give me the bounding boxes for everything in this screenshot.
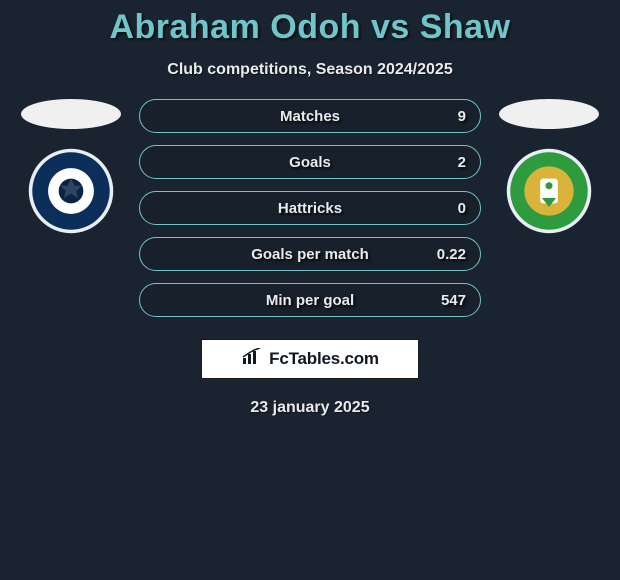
left-player-col xyxy=(21,99,121,235)
stat-right-value: 2 xyxy=(458,154,466,171)
stat-row: Min per goal 547 xyxy=(139,283,481,317)
stat-right-value: 547 xyxy=(441,292,466,309)
stat-label: Goals per match xyxy=(251,246,369,263)
stat-label: Min per goal xyxy=(266,292,354,309)
stats-list: Matches 9 Goals 2 Hattricks 0 Goals per … xyxy=(139,99,481,317)
subtitle: Club competitions, Season 2024/2025 xyxy=(0,61,620,79)
stat-label: Hattricks xyxy=(278,200,342,217)
stat-row: Goals per match 0.22 xyxy=(139,237,481,271)
brand-text: FcTables.com xyxy=(269,349,379,369)
bar-chart-icon xyxy=(241,348,263,371)
stat-row: Goals 2 xyxy=(139,145,481,179)
comparison-content: Matches 9 Goals 2 Hattricks 0 Goals per … xyxy=(0,99,620,317)
left-club-badge xyxy=(27,147,115,235)
page-title: Abraham Odoh vs Shaw xyxy=(0,0,620,47)
stat-label: Goals xyxy=(289,154,331,171)
stat-label: Matches xyxy=(280,108,340,125)
stat-right-value: 0.22 xyxy=(437,246,466,263)
stat-row: Hattricks 0 xyxy=(139,191,481,225)
right-avatar-placeholder xyxy=(499,99,599,129)
right-club-badge xyxy=(505,147,593,235)
date-text: 23 january 2025 xyxy=(0,399,620,417)
brand-badge: FcTables.com xyxy=(201,339,419,379)
left-avatar-placeholder xyxy=(21,99,121,129)
right-player-col xyxy=(499,99,599,235)
stat-right-value: 0 xyxy=(458,200,466,217)
stat-right-value: 9 xyxy=(458,108,466,125)
stat-row: Matches 9 xyxy=(139,99,481,133)
